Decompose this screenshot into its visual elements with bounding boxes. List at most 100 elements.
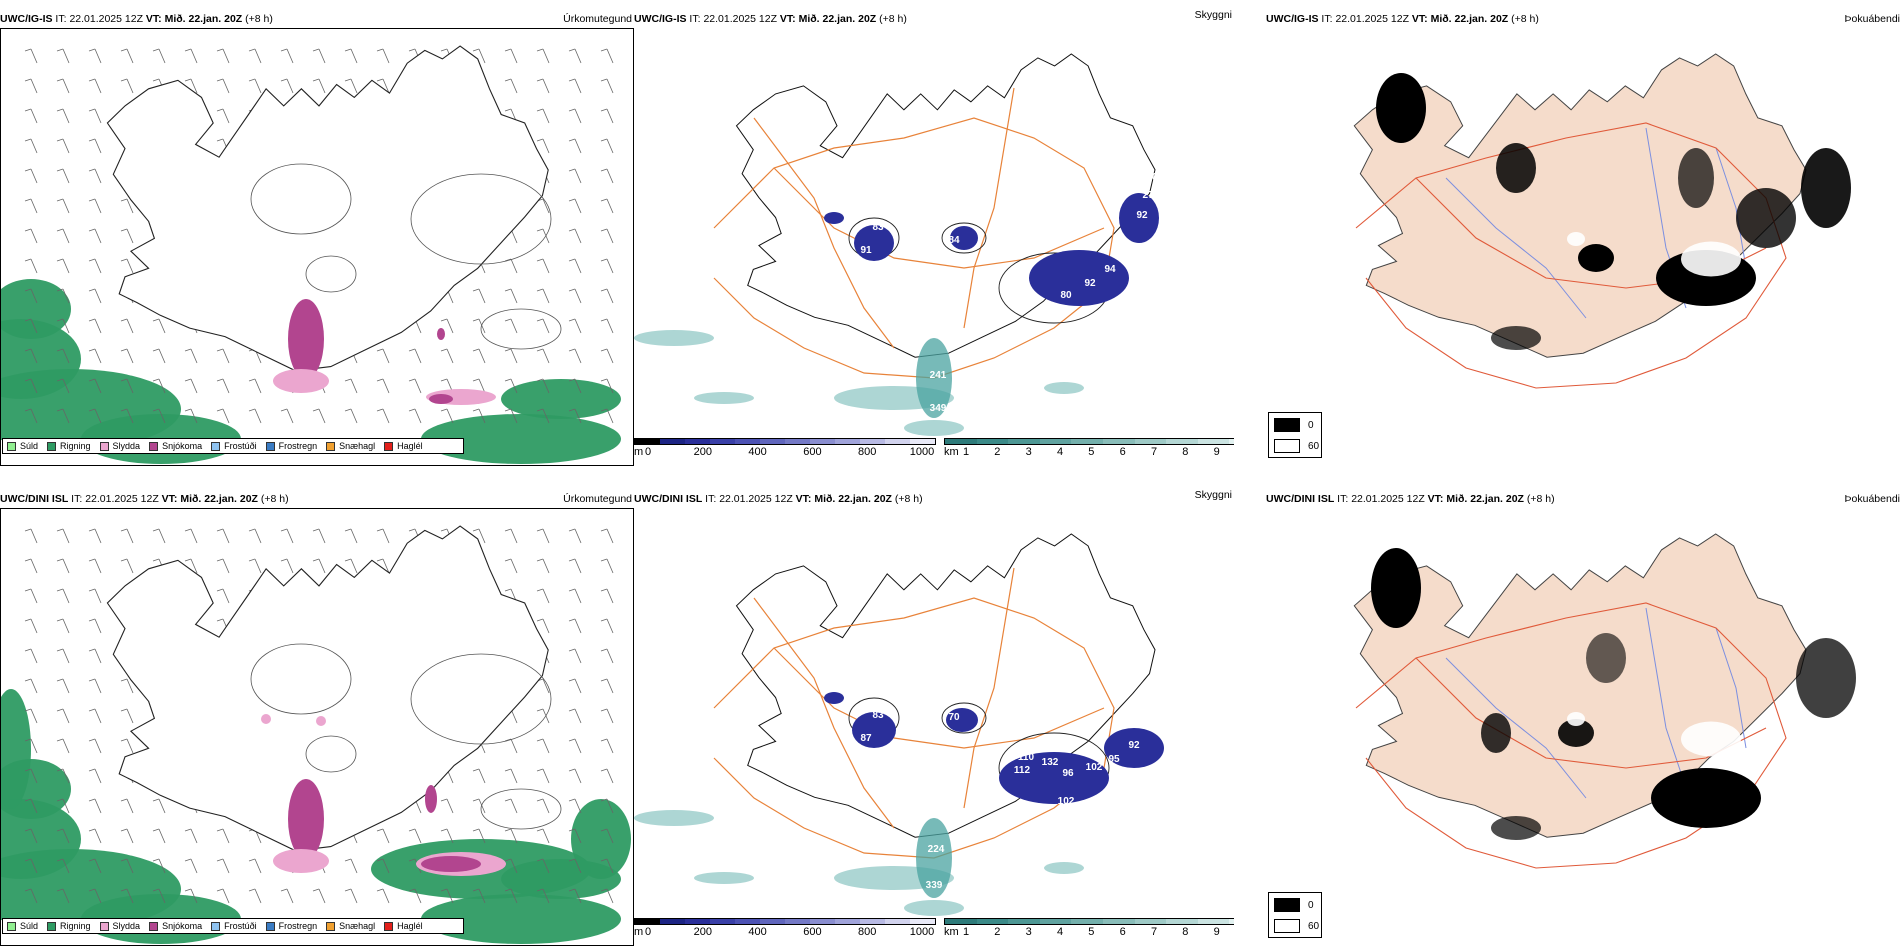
colorbar-step <box>1039 919 1072 924</box>
it-value: 22.01.2025 12Z <box>703 13 777 25</box>
wind-barb <box>536 828 550 844</box>
wind-barb <box>344 78 358 94</box>
road-line <box>1355 602 1787 869</box>
wind-barb <box>56 48 70 64</box>
colorbar-step <box>785 439 810 444</box>
wind-barb <box>568 258 582 274</box>
it-label: IT: <box>1337 493 1349 505</box>
cloud-base-label: 10 <box>1146 172 1158 183</box>
fog-legend-row1: 0 60 <box>1268 412 1322 458</box>
colorbar-step <box>685 919 710 924</box>
vis-panel-row1: UWC/IG-IS IT: 22.01.2025 12Z VT: Mið. 22… <box>634 10 1234 466</box>
wind-barb <box>600 408 614 424</box>
wind-barb <box>536 288 550 304</box>
wind-barb <box>56 318 70 334</box>
legend-item: Slydda <box>99 921 140 931</box>
wind-barb <box>504 888 518 904</box>
wind-barb <box>504 738 518 754</box>
legend-label: Frostregn <box>278 921 318 931</box>
panel-header: UWC/DINI ISL IT: 22.01.2025 12Z VT: Mið.… <box>0 490 634 508</box>
wind-barb <box>248 888 262 904</box>
wind-barb <box>248 558 262 574</box>
square-swatch-icon <box>265 441 275 451</box>
colorbar-tick: 600 <box>803 926 822 938</box>
wind-barb <box>56 408 70 424</box>
panel-title: Skyggni <box>1194 10 1232 21</box>
colorbar-tick: 3 <box>1025 926 1032 938</box>
wind-barb <box>120 828 134 844</box>
wind-barb <box>568 618 582 634</box>
colorbar-tick: 5 <box>1088 446 1095 458</box>
wind-barb <box>568 108 582 124</box>
wind-barb <box>56 258 70 274</box>
panel-header: UWC/IG-IS IT: 22.01.2025 12Z VT: Mið. 22… <box>634 10 1234 28</box>
vt-value: Mið. 22.jan. 20Z <box>798 13 877 25</box>
colorbar-tick: 1000 <box>909 926 935 938</box>
colorbar-step <box>660 919 685 924</box>
colorbar-step <box>1008 439 1040 444</box>
it-label: IT: <box>705 493 717 505</box>
wind-barb <box>88 618 102 634</box>
colorbar-step <box>1197 919 1230 924</box>
wind-barb <box>568 138 582 154</box>
cloud-base-label: 91 <box>860 245 872 256</box>
wind-barb <box>184 378 198 394</box>
wind-barb <box>376 48 390 64</box>
cloud-base-label: 70 <box>948 712 960 723</box>
wind-barb <box>120 48 134 64</box>
glacier-patch <box>1681 241 1741 277</box>
wind-barb <box>120 348 134 364</box>
cloud-base-label: 110 <box>1018 752 1035 763</box>
cloud-base-label: 132 <box>1042 757 1059 768</box>
wind-barb <box>184 558 198 574</box>
cloud-base-label: 18 <box>1152 718 1164 729</box>
wind-barb <box>600 348 614 364</box>
colorbar-tick: 3 <box>1025 446 1032 458</box>
colorbar-tick: 400 <box>748 446 767 458</box>
wind-barb <box>568 768 582 784</box>
wind-barb <box>216 48 230 64</box>
wind-barb <box>472 318 486 334</box>
glacier-contour <box>305 255 357 293</box>
wind-barb <box>280 408 294 424</box>
wind-barb <box>56 588 70 604</box>
river-line <box>1645 607 1687 789</box>
wind-barb <box>120 528 134 544</box>
river-line <box>1715 147 1747 269</box>
wind-barb <box>600 828 614 844</box>
colorbar-step <box>835 919 860 924</box>
panel-header: UWC/DINI ISL IT: 22.01.2025 12Z VT: Mið.… <box>1266 490 1900 508</box>
wind-barb <box>24 348 38 364</box>
colorbar-step <box>785 919 810 924</box>
colorbar-step <box>1229 439 1234 444</box>
wind-barb <box>568 798 582 814</box>
wind-barb <box>248 78 262 94</box>
wind-barb <box>376 888 390 904</box>
wind-barb <box>376 558 390 574</box>
glacier-contour <box>480 308 562 350</box>
colorbar-step <box>860 919 885 924</box>
colorbar-tick: 2 <box>994 926 1001 938</box>
colorbar-tick: 4 <box>1056 926 1064 938</box>
colorbar-step <box>735 439 760 444</box>
wind-barb <box>248 408 262 424</box>
vis-panel-row2: UWC/DINI ISL IT: 22.01.2025 12Z VT: Mið.… <box>634 490 1234 946</box>
cloud-base-label: 102 <box>1086 762 1103 773</box>
wind-barb <box>56 768 70 784</box>
wind-barb <box>120 738 134 754</box>
wind-barb <box>376 858 390 874</box>
vt-value: Mið. 22.jan. 20Z <box>1446 493 1524 505</box>
vis-map-frame: 83 91 84 95 94 92 80 5 92 27 10 241 349 <box>634 28 1234 448</box>
wind-barb <box>440 318 454 334</box>
colorbar-tick: 8 <box>1182 926 1189 938</box>
wind-barb <box>376 528 390 544</box>
wind-barb <box>280 528 294 544</box>
legend-item: Slydda <box>99 441 140 451</box>
wind-barb <box>600 618 614 634</box>
model-name: UWC/IG-IS <box>634 13 687 25</box>
wind-barb <box>88 798 102 814</box>
wind-barb <box>504 768 518 784</box>
it-value: 22.01.2025 12Z <box>719 493 793 505</box>
cloud-base-label: 224 <box>928 844 945 855</box>
wind-barb <box>120 228 134 244</box>
